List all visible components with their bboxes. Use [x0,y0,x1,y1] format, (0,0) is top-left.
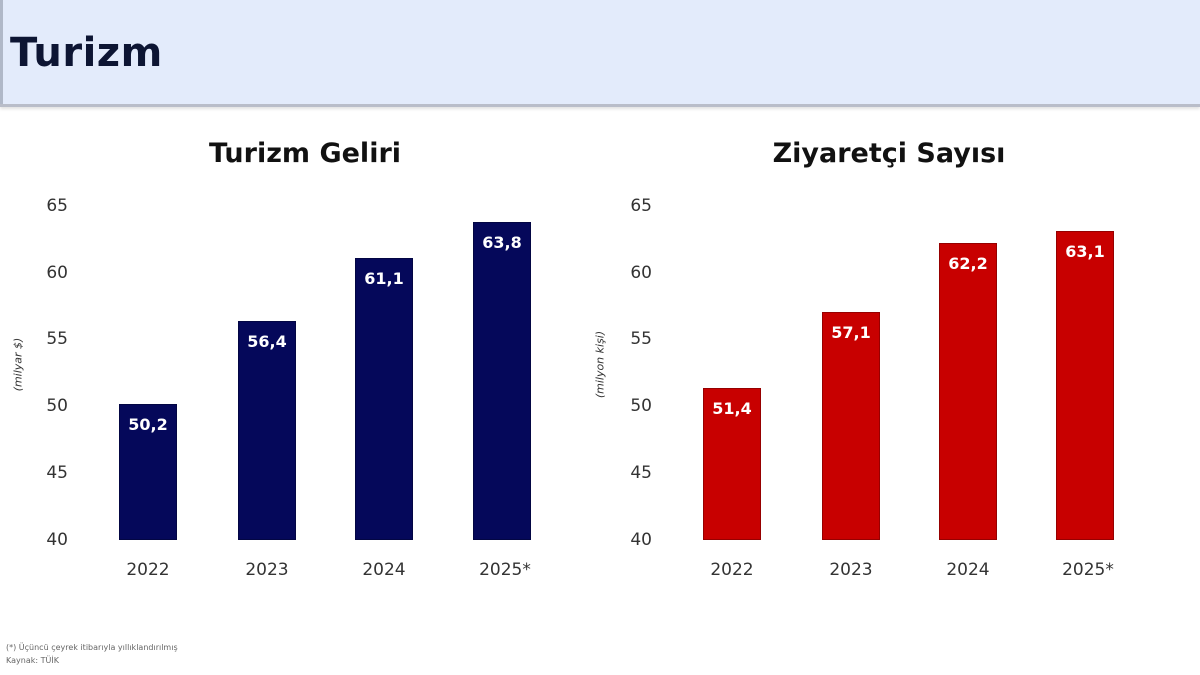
y-tick: 65 [630,196,652,216]
x-tick: 2024 [362,560,406,580]
x-tick: 2022 [126,560,170,580]
bar-value-label: 63,1 [1065,242,1105,262]
bar-value-label: 63,8 [482,233,522,253]
bar-value-label: 62,2 [948,254,988,274]
y-tick: 40 [46,530,68,550]
y-tick: 65 [46,196,68,216]
bar-value-label: 57,1 [831,322,871,342]
x-tick: 2022 [710,560,754,580]
footnote-annualized: (*) Üçüncü çeyrek itibarıyla yıllıklandı… [6,643,178,652]
bar-2022: 50,2 [119,403,177,540]
x-tick: 2024 [946,560,990,580]
x-tick: 2025* [479,560,531,580]
bar-2023: 57,1 [822,311,880,540]
bar-2022: 51,4 [703,387,761,540]
bar-2025: 63,1 [1056,231,1114,540]
y-tick: 55 [630,329,652,349]
bar-2024: 62,2 [939,243,997,540]
chart-tourism-revenue: Turizm Geliri (milyar $) 65 60 55 50 45 … [0,130,590,600]
x-tick: 2025* [1062,560,1114,580]
y-tick: 60 [630,263,652,283]
x-tick: 2023 [245,560,289,580]
header-edge [0,0,3,104]
bar-value-label: 61,1 [364,269,404,289]
bar-2023: 56,4 [238,320,296,540]
y-tick: 50 [630,396,652,416]
page-title: Turizm [10,30,163,76]
bar-2025: 63,8 [473,222,531,540]
chart-visitor-count: Ziyaretçi Sayısı (milyon kişi) 65 60 55 … [584,130,1174,600]
y-tick: 60 [46,263,68,283]
chart-title: Ziyaretçi Sayısı [772,138,1006,169]
header-band: Turizm [0,0,1200,107]
chart-title: Turizm Geliri [208,138,402,169]
x-tick: 2023 [829,560,873,580]
bar-2024: 61,1 [355,258,413,540]
y-tick: 50 [46,396,68,416]
bar-value-label: 56,4 [247,331,287,351]
y-tick: 55 [46,329,68,349]
y-tick: 40 [630,530,652,550]
y-axis-label: (milyar $) [11,337,25,392]
y-tick: 45 [46,463,68,483]
y-axis-label: (milyon kişi) [593,330,607,399]
y-tick: 45 [630,463,652,483]
bar-value-label: 51,4 [712,398,752,418]
bar-value-label: 50,2 [128,414,168,434]
footnote-source: Kaynak: TÜİK [6,656,59,665]
